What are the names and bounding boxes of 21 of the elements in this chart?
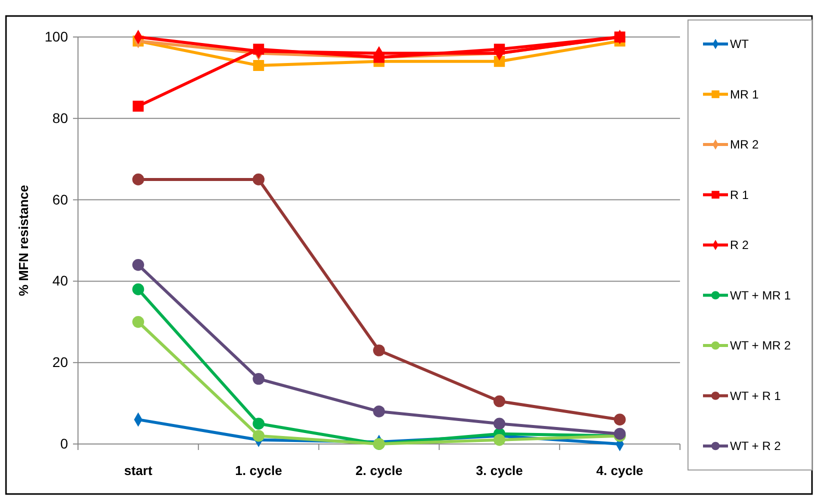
y-tick-label: 0 <box>60 435 68 452</box>
legend-label: WT + R 1 <box>730 388 782 403</box>
y-tick-label: 20 <box>52 354 68 370</box>
y-tick-label: 40 <box>52 272 68 289</box>
legend-label: WT + MR 1 <box>730 288 792 302</box>
x-tick-label: 3. cycle <box>476 463 523 478</box>
legend-label: MR 1 <box>730 87 759 102</box>
y-tick-label: 60 <box>52 191 68 208</box>
legend-label: R 2 <box>730 238 749 252</box>
legend-label: WT <box>730 37 750 52</box>
legend-label: R 1 <box>730 188 749 202</box>
y-tick-label: 80 <box>52 110 68 126</box>
legend-label: WT + MR 2 <box>730 338 792 353</box>
y-tick-label: 100 <box>44 28 68 44</box>
x-tick-label: 1. cycle <box>235 463 282 478</box>
legend-label: MR 2 <box>730 138 759 152</box>
y-axis-title: % MFN resistance <box>16 184 31 296</box>
x-tick-label: 4. cycle <box>596 463 644 478</box>
x-tick-label: start <box>124 463 153 478</box>
x-tick-label: 2. cycle <box>356 463 402 478</box>
legend-label: WT + R 2 <box>730 439 782 454</box>
